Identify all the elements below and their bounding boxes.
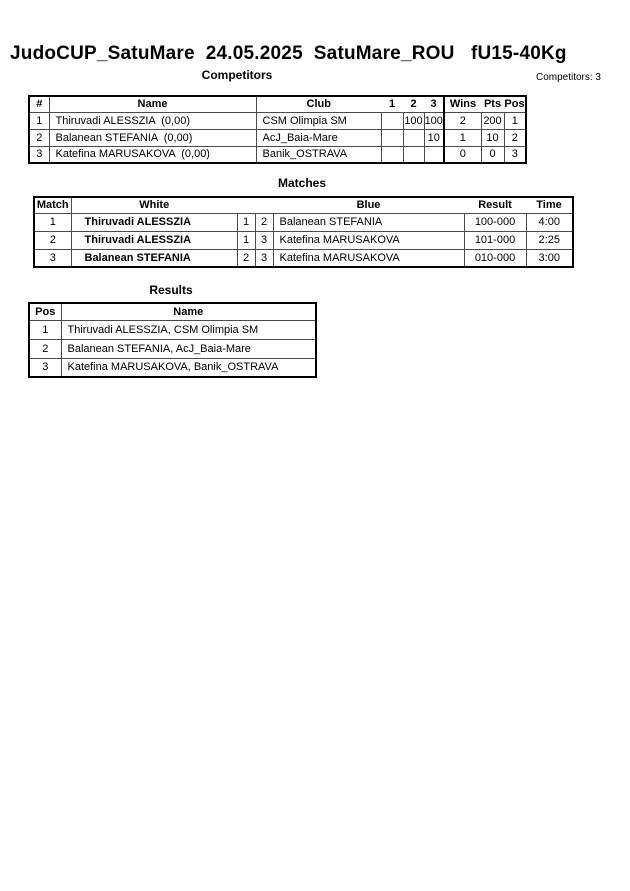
results-header-pos: Pos	[29, 303, 62, 321]
matches-header-whitenum	[237, 197, 255, 214]
match-blue-cell: Balanean STEFANIA	[272, 212, 465, 232]
match-time-cell: 4:00	[525, 212, 574, 232]
table-row: 1 Thiruvadi ALESSZIA 1 2 Balanean STEFAN…	[33, 212, 574, 232]
table-row: 2 Thiruvadi ALESSZIA 1 3 Katefina MARUSA…	[33, 230, 574, 250]
competitor-club-cell: AcJ_Baia-Mare	[255, 128, 382, 147]
competitor-score1-cell	[380, 128, 404, 147]
match-white-cell: Thiruvadi ALESSZIA	[70, 212, 238, 232]
result-name-cell: Thiruvadi ALESSZIA, CSM Olimpia SM	[60, 319, 317, 340]
competitors-header-name: Name	[49, 96, 257, 113]
results-table: Pos Name 1 Thiruvadi ALESSZIA, CSM Olimp…	[28, 302, 317, 378]
competitor-wins-cell: 2	[443, 111, 482, 130]
match-white-cell: Thiruvadi ALESSZIA	[70, 230, 238, 250]
match-whitenum-cell: 1	[236, 212, 256, 232]
table-row: 1 Thiruvadi ALESSZIA, CSM Olimpia SM	[28, 319, 317, 340]
competitors-header-club: Club	[256, 96, 381, 113]
competitor-club-cell: CSM Olimpia SM	[255, 111, 382, 130]
competitors-header-pos: Pos	[504, 96, 526, 113]
competitor-pts-cell: 200	[480, 111, 505, 130]
table-row: 1 Thiruvadi ALESSZIA (0,00) CSM Olimpia …	[28, 111, 527, 130]
competitor-pos-cell: 1	[503, 111, 527, 130]
match-result-cell: 101-000	[463, 230, 527, 250]
competitor-pts-cell: 10	[480, 128, 505, 147]
competitor-score2-cell	[402, 128, 425, 147]
competitor-num-cell: 1	[28, 111, 50, 130]
results-section-title: Results	[149, 283, 193, 297]
competitors-header-pts: Pts	[481, 96, 504, 113]
competitors-header-c3: 3	[424, 96, 444, 113]
competitor-score1-cell	[380, 145, 404, 164]
competitor-name-cell: Thiruvadi ALESSZIA (0,00)	[48, 111, 257, 130]
competitor-score3-cell	[423, 145, 445, 164]
matches-table: Match White Blue Result Time 1 Thiruvadi…	[33, 196, 574, 268]
result-pos-cell: 2	[28, 338, 62, 359]
competitor-score3-cell: 100	[423, 111, 445, 130]
match-result-cell: 010-000	[463, 248, 527, 268]
match-whitenum-cell: 2	[236, 248, 256, 268]
competitor-name-cell: Katefina MARUSAKOVA (0,00)	[48, 145, 257, 164]
match-bluenum-cell: 2	[254, 212, 274, 232]
competitor-score1-cell	[380, 111, 404, 130]
match-time-cell: 3:00	[525, 248, 574, 268]
competitor-name-cell: Balanean STEFANIA (0,00)	[48, 128, 257, 147]
page-title: JudoCUP_SatuMare 24.05.2025 SatuMare_ROU…	[10, 43, 567, 64]
results-header-row: Pos Name	[29, 303, 316, 321]
competitors-header-c2: 2	[403, 96, 424, 113]
match-time-cell: 2:25	[525, 230, 574, 250]
matches-header-match: Match	[34, 197, 72, 214]
result-pos-cell: 1	[28, 319, 62, 340]
competitor-wins-cell: 0	[443, 145, 482, 164]
match-num-cell: 3	[33, 248, 72, 268]
competitor-score2-cell: 100	[402, 111, 425, 130]
matches-header-row: Match White Blue Result Time	[34, 197, 573, 214]
table-row: 2 Balanean STEFANIA (0,00) AcJ_Baia-Mare…	[28, 128, 527, 147]
match-num-cell: 2	[33, 230, 72, 250]
competitors-count: Competitors: 3	[535, 72, 601, 83]
match-result-cell: 100-000	[463, 212, 527, 232]
matches-section-title: Matches	[277, 176, 327, 190]
table-row: 3 Katefina MARUSAKOVA (0,00) Banik_OSTRA…	[28, 145, 527, 164]
result-name-cell: Balanean STEFANIA, AcJ_Baia-Mare	[60, 338, 317, 359]
competitor-pos-cell: 3	[503, 145, 527, 164]
match-bluenum-cell: 3	[254, 248, 274, 268]
competitors-header-c1: 1	[381, 96, 403, 113]
competitor-num-cell: 3	[28, 145, 50, 164]
match-blue-cell: Katefina MARUSAKOVA	[272, 248, 465, 268]
competitor-score2-cell	[402, 145, 425, 164]
competitor-wins-cell: 1	[443, 128, 482, 147]
competitor-pos-cell: 2	[503, 128, 527, 147]
results-header-name: Name	[61, 303, 316, 321]
matches-header-bluenum	[255, 197, 273, 214]
competitor-num-cell: 2	[28, 128, 50, 147]
competitor-pts-cell: 0	[480, 145, 505, 164]
match-whitenum-cell: 1	[236, 230, 256, 250]
result-pos-cell: 3	[28, 357, 62, 378]
competitors-header-row: # Name Club 1 2 3 Wins Pts Pos	[29, 96, 526, 113]
matches-header-time: Time	[526, 197, 573, 214]
competitor-score3-cell: 10	[423, 128, 445, 147]
table-row: 2 Balanean STEFANIA, AcJ_Baia-Mare	[28, 338, 317, 359]
competitors-table: # Name Club 1 2 3 Wins Pts Pos 1 Thiruva…	[28, 95, 527, 164]
competitor-club-cell: Banik_OSTRAVA	[255, 145, 382, 164]
matches-header-white: White	[71, 197, 237, 214]
competitors-header-num: #	[29, 96, 50, 113]
result-name-cell: Katefina MARUSAKOVA, Banik_OSTRAVA	[60, 357, 317, 378]
competitors-section-title: Competitors	[201, 68, 273, 82]
table-row: 3 Katefina MARUSAKOVA, Banik_OSTRAVA	[28, 357, 317, 378]
match-blue-cell: Katefina MARUSAKOVA	[272, 230, 465, 250]
match-num-cell: 1	[33, 212, 72, 232]
matches-header-blue: Blue	[273, 197, 464, 214]
match-white-cell: Balanean STEFANIA	[70, 248, 238, 268]
match-bluenum-cell: 3	[254, 230, 274, 250]
table-row: 3 Balanean STEFANIA 2 3 Katefina MARUSAK…	[33, 248, 574, 268]
competitors-header-wins: Wins	[443, 96, 481, 113]
matches-header-result: Result	[464, 197, 526, 214]
